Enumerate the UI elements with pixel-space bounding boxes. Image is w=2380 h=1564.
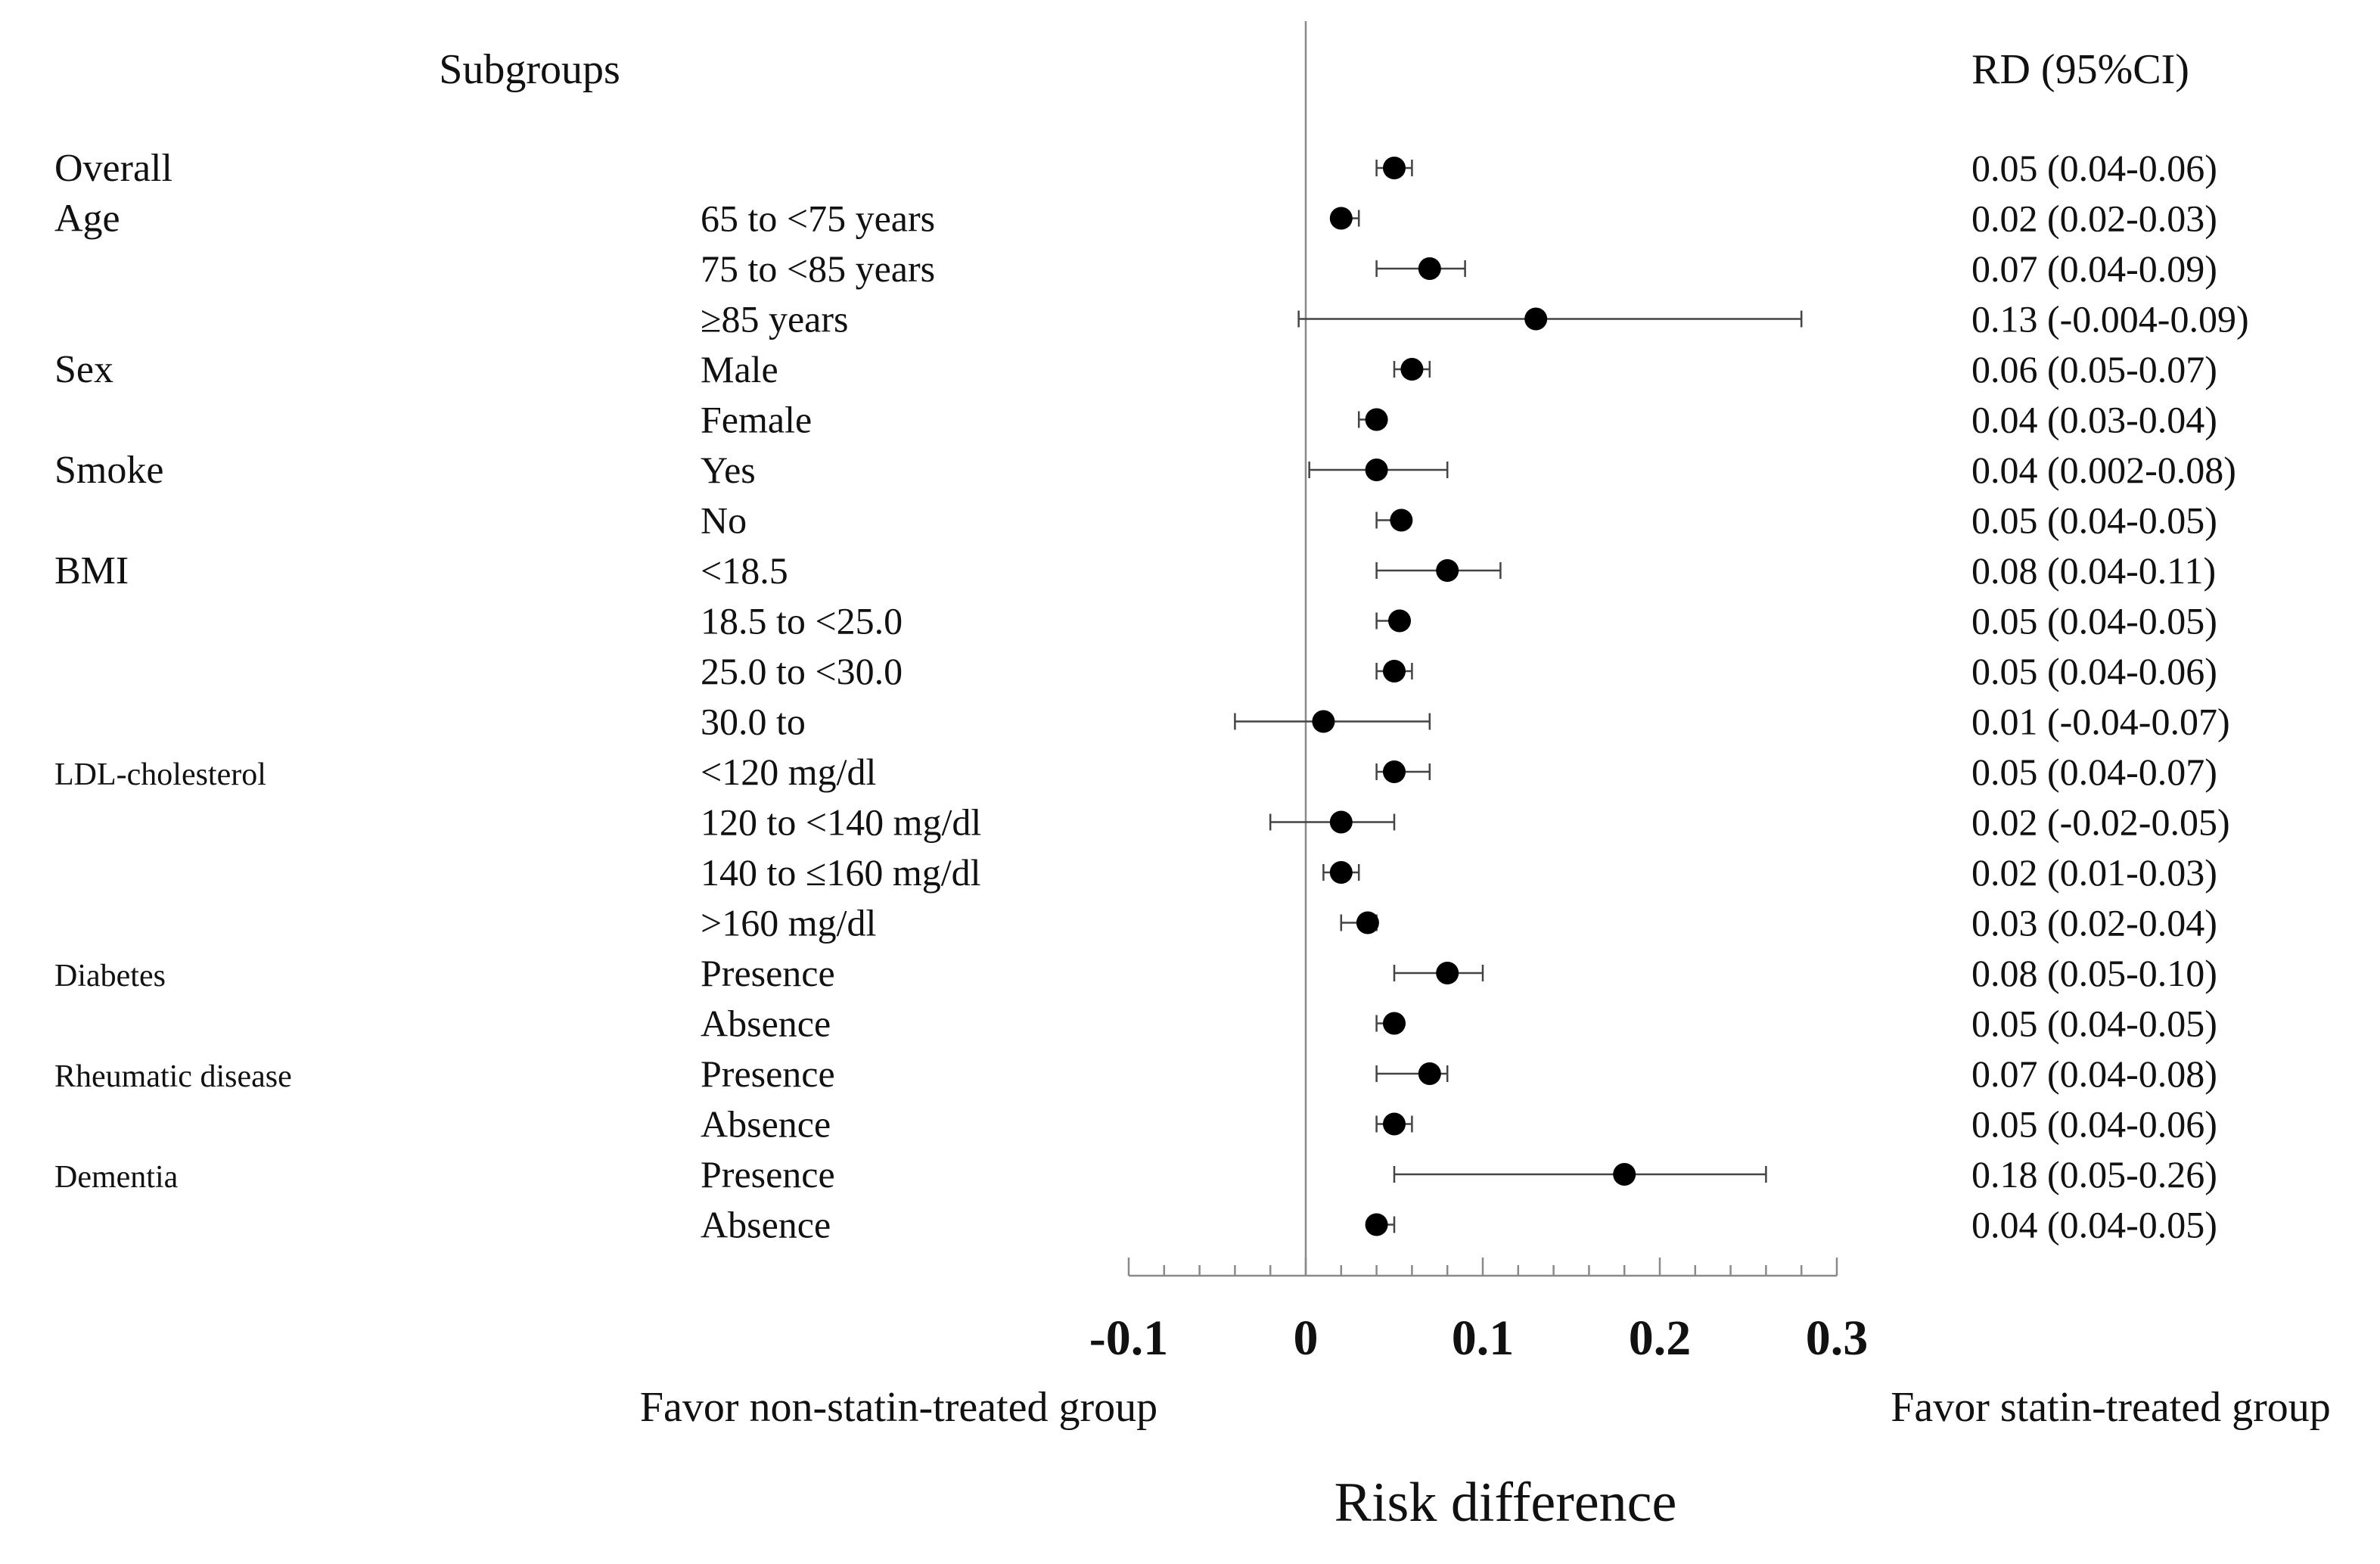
x-tick-label: 0.3 — [1806, 1311, 1869, 1366]
rd-ci-value: 0.02 (0.02-0.03) — [1971, 197, 2217, 240]
point-estimate — [1329, 861, 1353, 884]
rd-ci-value: 0.13 (-0.004-0.09) — [1971, 298, 2249, 340]
rd-ci-value: 0.06 (0.05-0.07) — [1971, 348, 2217, 390]
rd-ci-value: 0.05 (0.04-0.05) — [1971, 600, 2217, 642]
rd-ci-value: 0.07 (0.04-0.09) — [1971, 247, 2217, 290]
rd-ci-value: 0.05 (0.04-0.05) — [1971, 1003, 2217, 1045]
subgroup-label: Yes — [701, 449, 756, 491]
point-estimate — [1365, 459, 1388, 481]
point-estimate — [1312, 710, 1335, 733]
point-estimate — [1329, 207, 1353, 230]
subgroup-label: Presence — [701, 1153, 835, 1196]
x-tick-label: -0.1 — [1089, 1311, 1168, 1366]
rd-ci-header: RD (95%CI) — [1971, 46, 2189, 93]
rd-ci-value: 0.04 (0.002-0.08) — [1971, 449, 2236, 491]
point-estimate — [1365, 408, 1388, 431]
group-label: BMI — [54, 549, 129, 592]
group-label: LDL-cholesterol — [54, 757, 266, 792]
group-label: Diabetes — [54, 959, 166, 993]
point-estimate — [1436, 962, 1459, 984]
subgroup-label: Male — [701, 348, 778, 390]
rd-ci-value: 0.02 (0.01-0.03) — [1971, 851, 2217, 894]
subgroup-label: <18.5 — [701, 549, 788, 592]
point-estimate — [1400, 358, 1424, 381]
subgroup-label: ≥85 years — [701, 298, 848, 340]
rd-ci-value: 0.07 (0.04-0.08) — [1971, 1053, 2217, 1095]
subgroup-label: Female — [701, 399, 812, 441]
subgroup-label: Absence — [701, 1204, 831, 1246]
subgroup-label: <120 mg/dl — [701, 751, 876, 793]
subgroup-label: 65 to <75 years — [701, 197, 935, 240]
rd-ci-value: 0.05 (0.04-0.05) — [1971, 499, 2217, 542]
group-label: Overall — [54, 147, 172, 190]
subgroups-header: Subgroups — [439, 46, 620, 93]
x-tick-label: 0.1 — [1452, 1311, 1515, 1366]
rd-ci-value: 0.05 (0.04-0.06) — [1971, 1103, 2217, 1146]
point-estimate — [1524, 307, 1548, 331]
point-estimate — [1436, 559, 1459, 582]
subgroup-label: 30.0 to — [701, 701, 806, 743]
rd-ci-value: 0.05 (0.04-0.07) — [1971, 751, 2217, 793]
rd-ci-value: 0.18 (0.05-0.26) — [1971, 1153, 2217, 1196]
rd-ci-value: 0.04 (0.04-0.05) — [1971, 1204, 2217, 1246]
favor-right-label: Favor statin-treated group — [1891, 1384, 2331, 1431]
point-estimate — [1383, 660, 1406, 683]
group-label: Sex — [54, 348, 113, 391]
group-label: Rheumatic disease — [54, 1059, 292, 1094]
rd-ci-value: 0.05 (0.04-0.06) — [1971, 147, 2217, 189]
point-estimate — [1613, 1163, 1636, 1186]
subgroup-label: Presence — [701, 1053, 835, 1095]
rd-ci-value: 0.08 (0.05-0.10) — [1971, 952, 2217, 994]
subgroup-label: Absence — [701, 1103, 831, 1146]
subgroup-label: 18.5 to <25.0 — [701, 600, 903, 642]
point-estimate — [1418, 257, 1441, 280]
group-label: Age — [54, 197, 120, 241]
point-estimate — [1365, 1213, 1388, 1236]
subgroup-label: >160 mg/dl — [701, 902, 876, 944]
point-estimate — [1383, 1012, 1406, 1035]
subgroup-label: Presence — [701, 952, 835, 994]
point-estimate — [1356, 911, 1379, 934]
subgroup-label: Absence — [701, 1003, 831, 1045]
point-estimate — [1383, 1112, 1406, 1136]
x-tick-label: 0 — [1294, 1311, 1319, 1366]
point-estimate — [1418, 1062, 1441, 1085]
point-estimate — [1388, 609, 1412, 633]
favor-left-label: Favor non-statin-treated group — [640, 1384, 1157, 1431]
subgroup-label: 25.0 to <30.0 — [701, 650, 903, 692]
point-estimate — [1329, 810, 1353, 834]
rd-ci-value: 0.04 (0.03-0.04) — [1971, 399, 2217, 441]
rd-ci-value: 0.08 (0.04-0.11) — [1971, 549, 2216, 592]
rd-ci-value: 0.01 (-0.04-0.07) — [1971, 701, 2230, 743]
point-estimate — [1390, 508, 1413, 532]
group-label: Smoke — [54, 449, 163, 492]
rd-ci-value: 0.05 (0.04-0.06) — [1971, 650, 2217, 692]
rd-ci-value: 0.02 (-0.02-0.05) — [1971, 801, 2230, 844]
group-label: Dementia — [54, 1160, 179, 1195]
subgroup-label: No — [701, 499, 747, 542]
subgroup-label: 120 to <140 mg/dl — [701, 801, 981, 844]
point-estimate — [1383, 157, 1406, 179]
point-estimate — [1383, 760, 1406, 783]
x-tick-label: 0.2 — [1629, 1311, 1692, 1366]
rd-ci-value: 0.03 (0.02-0.04) — [1971, 902, 2217, 944]
subgroup-label: 75 to <85 years — [701, 247, 935, 290]
x-axis-title: Risk difference — [1334, 1472, 1677, 1534]
subgroup-label: 140 to ≤160 mg/dl — [701, 851, 981, 894]
